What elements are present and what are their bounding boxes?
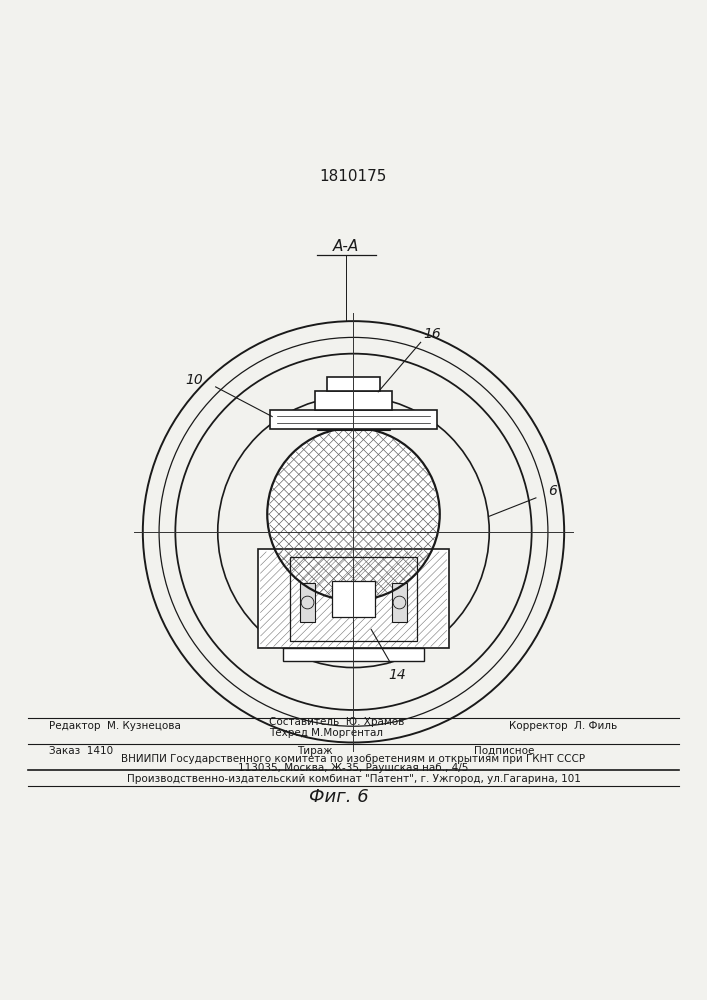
Text: 14: 14 <box>388 668 407 682</box>
Text: Производственно-издательский комбинат "Патент", г. Ужгород, ул.Гагарина, 101: Производственно-издательский комбинат "П… <box>127 774 580 784</box>
Text: ВНИИПИ Государственного комитета по изобретениям и открытиям при ГКНТ СССР: ВНИИПИ Государственного комитета по изоб… <box>122 754 585 764</box>
Bar <box>327 377 380 391</box>
Bar <box>290 557 417 641</box>
Text: Корректор  Л. Филь: Корректор Л. Филь <box>509 721 617 731</box>
Bar <box>392 583 407 622</box>
Text: Редактор  М. Кузнецова: Редактор М. Кузнецова <box>49 721 182 731</box>
Text: Подписное: Подписное <box>474 746 534 756</box>
Bar <box>315 391 392 410</box>
Text: 10: 10 <box>185 373 204 387</box>
Bar <box>300 583 315 622</box>
Bar <box>332 581 375 617</box>
Text: Тираж: Тираж <box>297 746 332 756</box>
Text: Техред М.Моргентал: Техред М.Моргентал <box>269 728 382 738</box>
Circle shape <box>143 321 564 743</box>
Bar <box>283 648 424 661</box>
Bar <box>270 410 437 429</box>
Bar <box>258 549 449 648</box>
Bar <box>259 551 448 647</box>
Text: 1810175: 1810175 <box>320 169 387 184</box>
Text: Составитель  Ю. Храмов: Составитель Ю. Храмов <box>269 717 404 727</box>
Circle shape <box>267 428 440 600</box>
Text: Фиг. 6: Фиг. 6 <box>310 788 369 806</box>
Text: 113035, Москва, Ж-35, Раушская наб., 4/5: 113035, Москва, Ж-35, Раушская наб., 4/5 <box>238 763 469 773</box>
Text: 6: 6 <box>549 484 557 498</box>
Text: А-А: А-А <box>333 239 360 254</box>
Text: Заказ  1410: Заказ 1410 <box>49 746 114 756</box>
Text: 16: 16 <box>423 327 442 341</box>
